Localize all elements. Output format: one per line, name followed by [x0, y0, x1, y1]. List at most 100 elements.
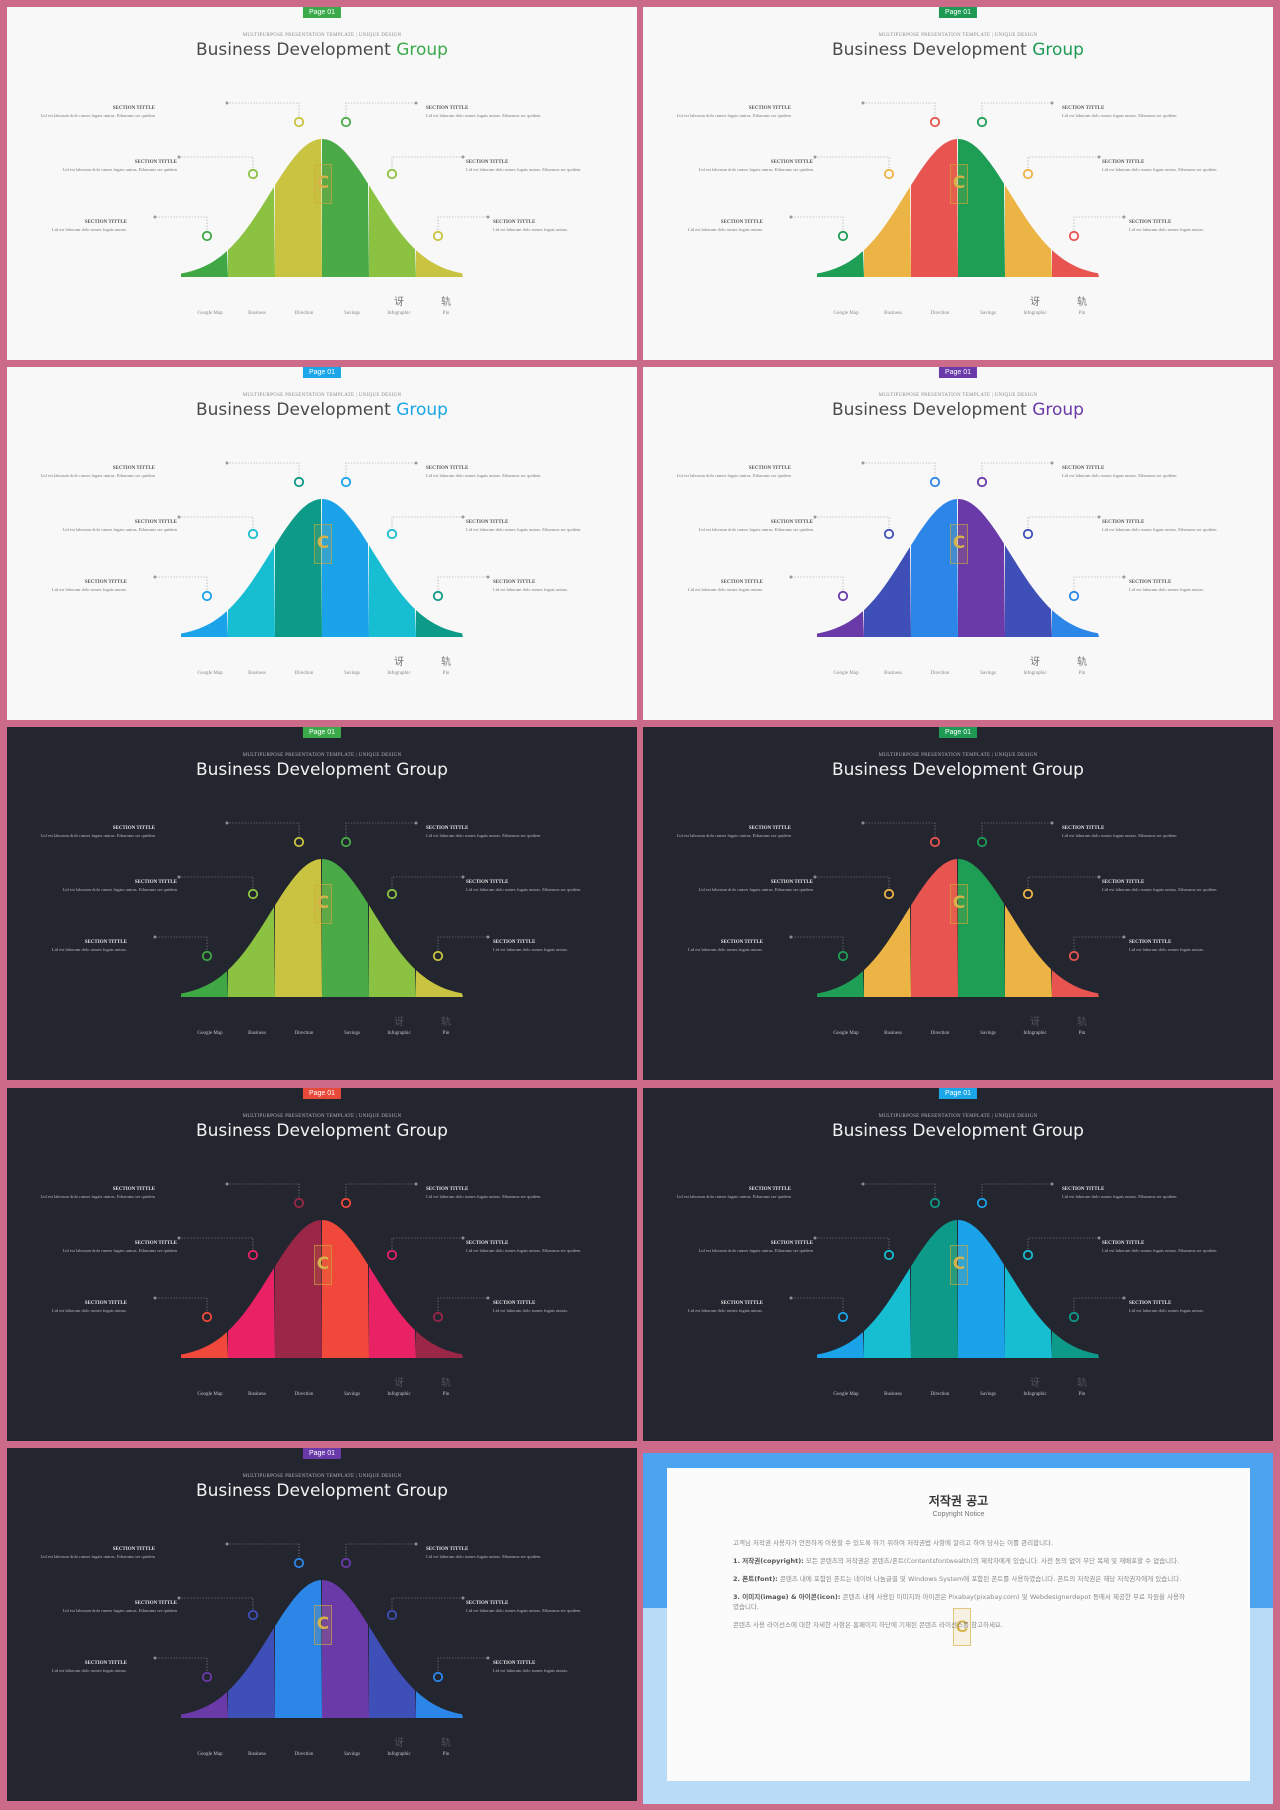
logo-mark: C [314, 884, 332, 924]
section-callout: SECTION TITTLE Lid est laborum dolo rumes… [661, 466, 791, 479]
marker-ring [1068, 1311, 1080, 1323]
leader-dot [486, 1296, 490, 1300]
section-callout: SECTION TITTLE Lid est laborum dolo rumes… [426, 106, 556, 119]
bell-curve-chart [789, 461, 1126, 637]
callout-heading: SECTION TITTLE [426, 826, 469, 831]
logo-mark: C [950, 524, 968, 564]
axis-label: Google Map [197, 671, 223, 676]
notice-paragraph: 1. 저작권(copyright): 모든 콘텐츠의 저작권은 콘텐츠/폰트(C… [733, 1557, 1180, 1565]
section-callout: SECTION TITTLE Lid est laborum dolo rumes… [493, 940, 623, 953]
callout-text: Lid est laborum dolo rumes fugats untras… [62, 166, 177, 172]
axis-label: Google Map [833, 1031, 859, 1036]
leader-dot [1122, 1296, 1126, 1300]
axis-label: Pin [1078, 671, 1086, 676]
callout-heading: SECTION TITTLE [493, 580, 536, 585]
callout-heading: SECTION TITTLE [84, 580, 127, 585]
marker-ring [883, 888, 895, 900]
section-callout: SECTION TITTLE Lid est laborum dolo rumes… [493, 1661, 623, 1674]
curve-band [1052, 1331, 1099, 1358]
callout-text: Lid est laborum dolo rumes fugats untras… [1129, 1307, 1205, 1313]
slide-title: Business Development Group [7, 1121, 637, 1141]
leader-dot [861, 101, 865, 105]
section-callout: SECTION TITTLE Lid est laborum dolo rumes… [25, 1187, 155, 1200]
section-callout: SECTION TITTLE Lid est laborum dolo rumes… [643, 1301, 763, 1314]
slide-subtitle: MULTIPURPOSE PRESENTATION TEMPLATE | UNI… [878, 753, 1038, 758]
leader-dot [461, 515, 465, 519]
axis-label: Business [248, 1031, 266, 1036]
marker-ring [201, 1311, 213, 1323]
leader-line [1073, 216, 1124, 230]
leader-dot [1050, 1182, 1054, 1186]
callout-heading: SECTION TITTLE [466, 1601, 509, 1606]
marker-ring [247, 528, 259, 540]
section-callout: SECTION TITTLE Lid est laborum dolo rumes… [25, 106, 155, 119]
bell-curve-chart [153, 1542, 490, 1718]
marker-ring [340, 1557, 352, 1569]
section-callout: SECTION TITTLE Lid est laborum dolo rumes… [1102, 1241, 1232, 1254]
leader-line [155, 1297, 208, 1311]
curve-band [817, 251, 864, 277]
curve-band [322, 499, 369, 637]
axis-label: Pin [442, 671, 450, 676]
axis-label: Savings [344, 1031, 360, 1036]
axis-label: Infographic [1023, 1392, 1047, 1397]
slide-title: Business Development Group [643, 760, 1273, 780]
axis-label: Google Map [197, 311, 223, 316]
callout-text: Lid est laborum dolo rumes fugats untras… [493, 1307, 569, 1313]
section-callout: SECTION TITTLE Lid est laborum dolo rumes… [493, 220, 623, 233]
callout-heading: SECTION TITTLE [493, 1661, 536, 1666]
leader-dot [177, 515, 181, 519]
callout-heading: SECTION TITTLE [426, 1187, 469, 1192]
section-callout: SECTION TITTLE Lid est laborum dolo rumes… [1062, 826, 1192, 839]
callout-text: Lid est laborum dolo rumes fugats untras… [40, 472, 155, 478]
glyph-icon: 讶 [394, 297, 404, 308]
glyph-icon: 轨 [1077, 657, 1087, 668]
section-callout: SECTION TITTLE Lid est laborum dolo rumes… [643, 940, 763, 953]
callout-text: Lid est laborum dolo rumes fugats untras… [426, 472, 541, 478]
notice-logo: C [953, 1608, 971, 1646]
leader-line [391, 1597, 463, 1609]
notice-paragraph: 콘텐츠 사용 라이선스에 대한 자세한 사항은 홈페이지 하단에 기재된 콘텐츠… [733, 1621, 1003, 1629]
glyph-icon: 讶 [394, 657, 404, 668]
curve-band [416, 1331, 463, 1358]
glyph-icon: 轨 [441, 297, 451, 308]
title-accent: Group [396, 1481, 448, 1501]
leader-line [227, 1183, 300, 1197]
title-main: Business Development [832, 760, 1033, 780]
section-callout: SECTION TITTLE Lid est laborum dolo rumes… [7, 1661, 127, 1674]
marker-ring [1068, 590, 1080, 602]
glyph-icon: 讶 [1030, 1017, 1040, 1028]
curve-band [275, 859, 322, 997]
leader-dot [225, 1542, 229, 1546]
curve-band [864, 186, 911, 277]
leader-dot [813, 1236, 817, 1240]
callout-text: Lid est laborum dolo rumes fugats untras… [40, 112, 155, 118]
title-main: Business Development [196, 760, 397, 780]
leader-dot [861, 461, 865, 465]
marker-ring [293, 1197, 305, 1209]
callout-text: Lid est laborum dolo rumes fugats untras… [676, 472, 791, 478]
curve-band [958, 1220, 1005, 1358]
leader-line [227, 102, 300, 116]
notice-paragraph: 3. 이미지(image) & 아이콘(icon): 콘텐츠 내에 사용된 이미… [733, 1593, 1185, 1611]
callout-heading: SECTION TITTLE [134, 1241, 177, 1246]
curve-band [322, 139, 369, 277]
leader-line [227, 1543, 300, 1557]
marker-ring [386, 888, 398, 900]
curve-band [817, 1332, 864, 1358]
callout-heading: SECTION TITTLE [1062, 106, 1105, 111]
marker-ring [432, 230, 444, 242]
leader-line [391, 876, 463, 888]
notice-paragraph: 2. 폰트(font): 콘텐츠 내에 포함된 폰트는 네이버 나눔글꼴 및 W… [733, 1575, 1182, 1583]
section-callout: SECTION TITTLE Lid est laborum dolo rumes… [661, 106, 791, 119]
section-callout: SECTION TITTLE Lid est laborum dolo rumes… [426, 466, 556, 479]
bell-curve-chart [789, 821, 1126, 997]
callout-text: Lid est laborum dolo rumes fugats untras… [426, 832, 541, 838]
callout-heading: SECTION TITTLE [770, 880, 813, 885]
leader-line [863, 462, 936, 476]
section-callout: SECTION TITTLE Lid est laborum dolo rumes… [643, 220, 763, 233]
marker-ring [293, 836, 305, 848]
leader-line [791, 216, 844, 230]
leader-line [791, 1297, 844, 1311]
axis-label: Savings [344, 671, 360, 676]
